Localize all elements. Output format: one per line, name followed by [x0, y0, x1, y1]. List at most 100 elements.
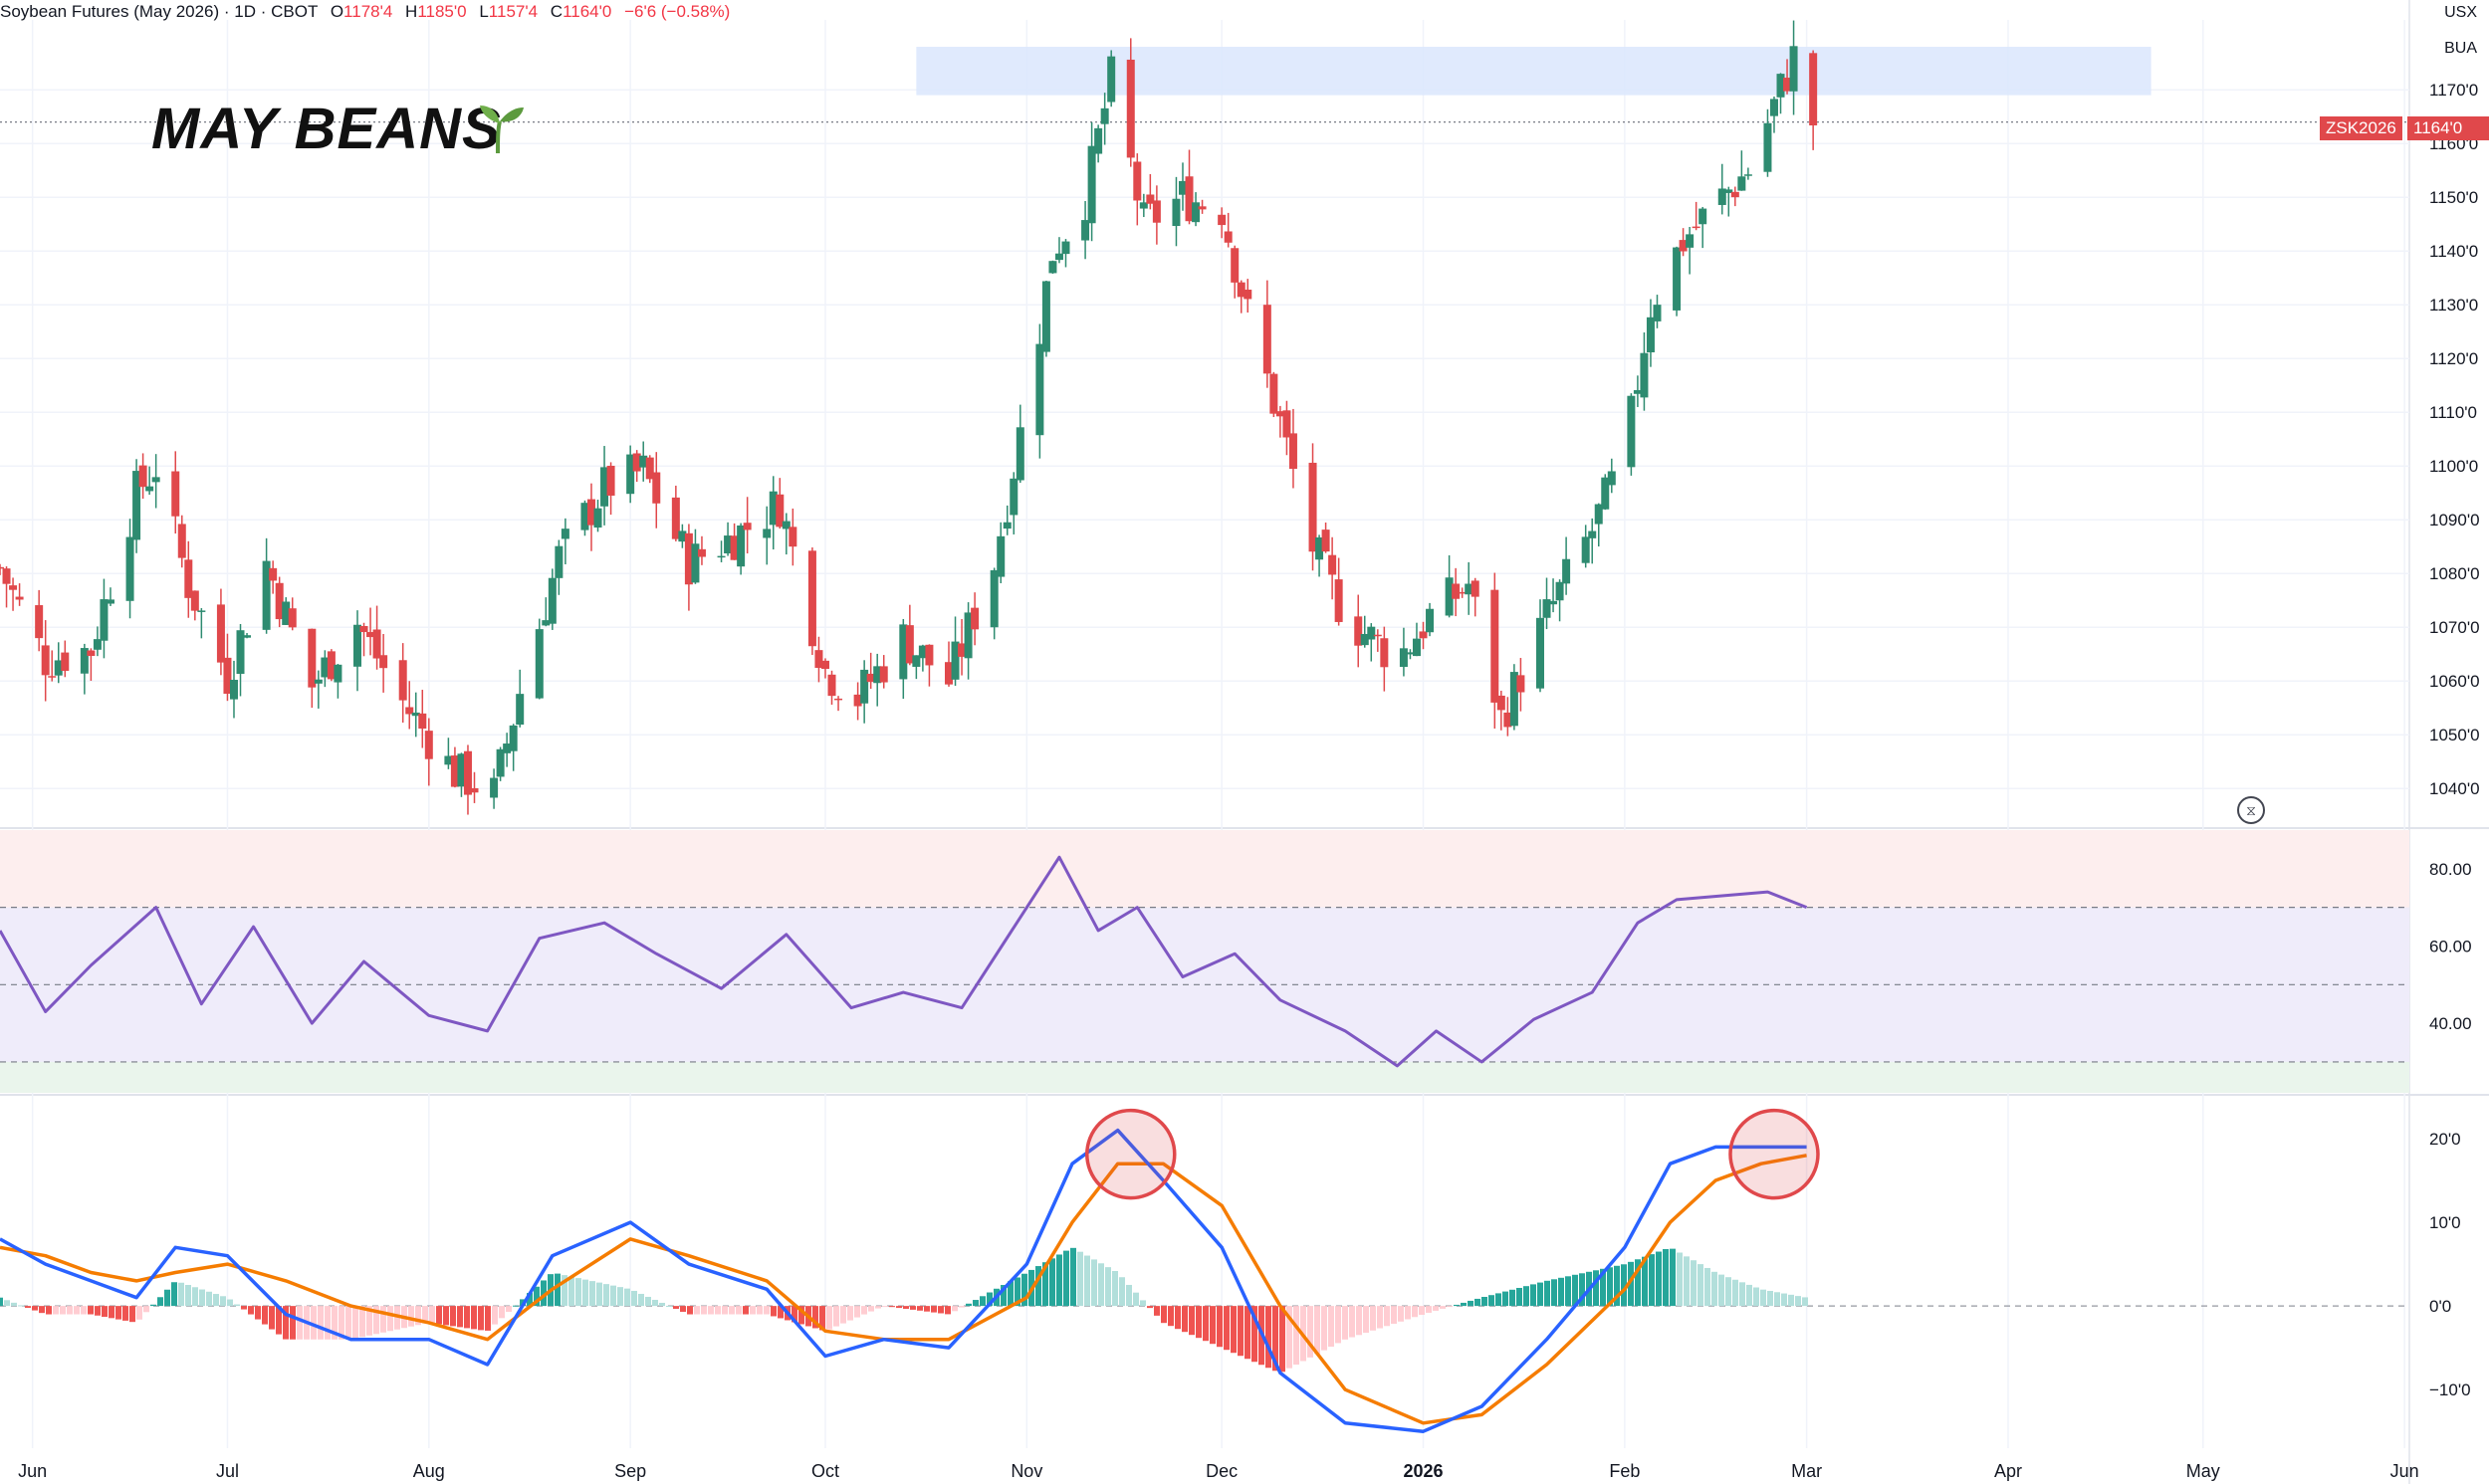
candle-body [1555, 581, 1564, 601]
macd-histogram-bar [1251, 1306, 1257, 1363]
candle-body [814, 650, 823, 669]
macd-histogram-bar [1579, 1273, 1585, 1307]
candle-body [1360, 633, 1369, 646]
x-tick-label: Dec [1206, 1461, 1238, 1481]
macd-histogram-bar [1182, 1306, 1188, 1333]
candle-body [1126, 59, 1135, 158]
candle-body [1730, 191, 1739, 198]
macd-histogram-bar [213, 1294, 219, 1307]
candle-body [1673, 247, 1682, 311]
candle-body [1399, 648, 1408, 668]
candle-body [555, 545, 564, 578]
candle-body [1679, 240, 1688, 252]
unit-label[interactable]: BUA [2444, 40, 2477, 57]
candle-body [1231, 248, 1240, 283]
x-tick-label: 2026 [1403, 1461, 1443, 1481]
macd-histogram-bar [1537, 1282, 1543, 1307]
candle-body [691, 543, 700, 583]
macd-histogram-bar [339, 1306, 344, 1340]
candle-body [424, 731, 433, 759]
candle-body [1100, 107, 1109, 124]
macd-histogram-bar [1725, 1277, 1731, 1307]
macd-histogram-bar [896, 1306, 902, 1309]
macd-histogram-bar [973, 1300, 979, 1307]
candle-body [1224, 231, 1233, 243]
candle-body [905, 625, 914, 664]
price-tick-label: 1150'0 [2429, 188, 2478, 207]
macd-tick-label: 0'0 [2429, 1297, 2451, 1316]
currency-label[interactable]: USX [2444, 4, 2477, 21]
candle-body [1426, 608, 1435, 633]
candle-body [100, 599, 109, 641]
macd-histogram-bar [1760, 1289, 1766, 1307]
candle-body [1789, 46, 1798, 92]
symbol-title[interactable]: Soybean Futures (May 2026) [0, 2, 220, 21]
candle-body [1503, 712, 1512, 728]
macd-histogram-bar [1168, 1306, 1174, 1327]
price-tick-label: 1060'0 [2429, 672, 2480, 691]
candle-body [1445, 577, 1454, 616]
candle-body [1763, 122, 1772, 172]
candle-body [197, 610, 206, 612]
price-tick-label: 1100'0 [2429, 457, 2478, 476]
macd-histogram-bar [1572, 1274, 1578, 1307]
candle-body [1367, 626, 1376, 640]
candle-body [737, 525, 746, 567]
rsi-tick-label: 40.00 [2429, 1014, 2472, 1033]
macd-histogram-bar [1098, 1263, 1104, 1307]
macd-histogram-bar [74, 1306, 80, 1315]
candle-body [0, 566, 4, 569]
candle-body [1269, 373, 1278, 414]
rsi-tick-label: 60.00 [2429, 937, 2472, 955]
candle-body [470, 787, 479, 793]
candle-body [1809, 53, 1818, 126]
macd-histogram-bar [792, 1306, 797, 1323]
candle-body [1776, 74, 1785, 98]
candle-body [1452, 583, 1461, 599]
macd-histogram-bar [847, 1306, 853, 1321]
candle-body [288, 608, 297, 628]
macd-histogram-bar [638, 1293, 644, 1307]
rsi-oversold-zone [0, 1061, 2409, 1093]
macd-histogram-bar [1203, 1306, 1209, 1342]
macd-histogram-bar [736, 1306, 742, 1315]
candle-body [1406, 652, 1415, 655]
macd-histogram-bar [185, 1285, 191, 1307]
macd-pane [0, 1108, 2409, 1433]
resistance-zone [916, 47, 2151, 96]
candle-body [626, 454, 635, 495]
macd-histogram-bar [283, 1306, 289, 1340]
candle-body [418, 713, 427, 730]
candle-body [1185, 176, 1194, 222]
candle-body [405, 707, 414, 715]
macd-histogram-bar [171, 1282, 177, 1307]
candle-body [61, 652, 70, 671]
macd-histogram-bar [910, 1306, 916, 1310]
macd-histogram-bar [1405, 1306, 1411, 1320]
macd-histogram-bar [1677, 1252, 1683, 1307]
macd-histogram-bar [227, 1299, 233, 1307]
candle-body [1743, 174, 1752, 176]
macd-histogram-bar [1447, 1306, 1453, 1308]
macd-histogram-bar [102, 1306, 108, 1318]
hourglass-icon[interactable]: ⧖ [2237, 796, 2265, 824]
macd-histogram-bar [833, 1306, 839, 1327]
candle-body [87, 650, 96, 657]
candle-body [1328, 554, 1337, 575]
macd-histogram-bar [680, 1306, 686, 1312]
x-tick-label: Mar [1791, 1461, 1822, 1481]
price-tick-label: 1050'0 [2429, 726, 2480, 744]
macd-histogram-bar [1802, 1297, 1808, 1307]
candle-body [1686, 234, 1695, 248]
macd-histogram-bar [129, 1306, 135, 1323]
macd-histogram-bar [248, 1306, 254, 1315]
open-value: 1178'4 [343, 2, 393, 21]
macd-histogram-bar [729, 1306, 735, 1315]
macd-histogram-bar [527, 1293, 533, 1307]
macd-histogram-bar [0, 1297, 3, 1307]
candle-body [743, 523, 752, 530]
candle-body [1490, 589, 1499, 703]
macd-histogram-bar [1781, 1293, 1787, 1307]
macd-histogram-bar [652, 1299, 658, 1307]
interval[interactable]: 1D [234, 2, 257, 21]
